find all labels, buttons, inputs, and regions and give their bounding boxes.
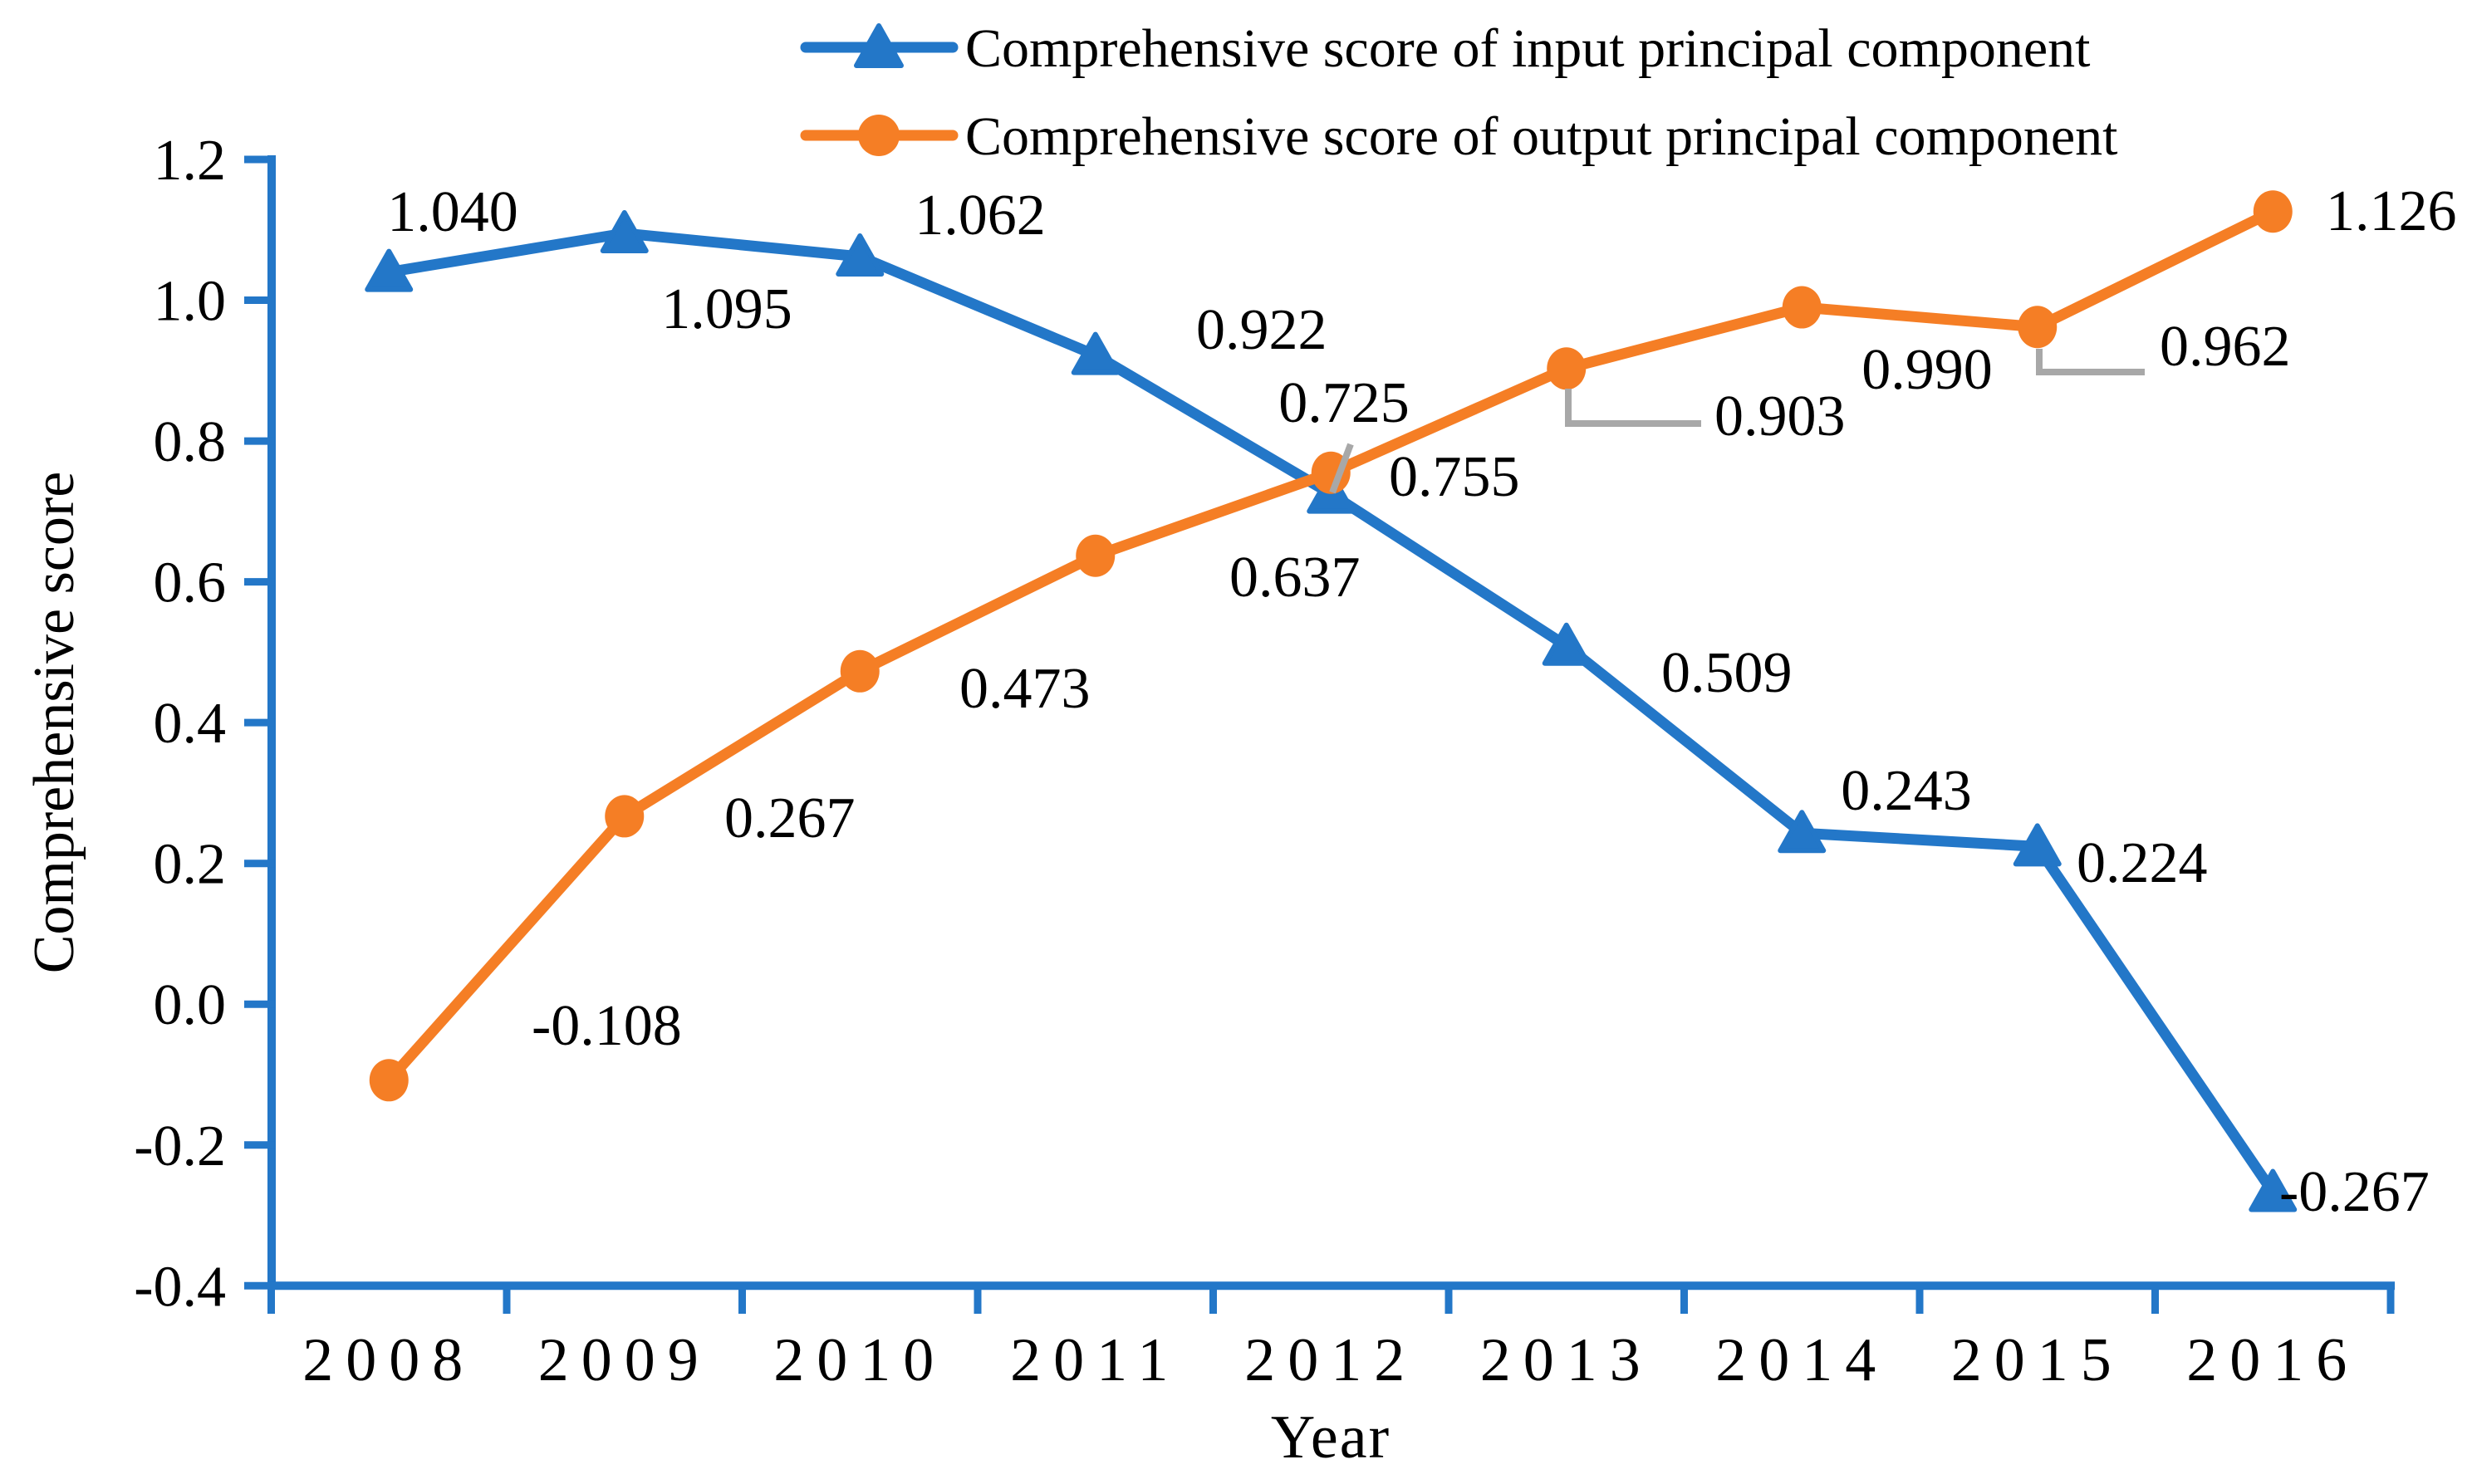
x-tick-label: 2015 xyxy=(1951,1326,2124,1394)
y-tick-label: -0.4 xyxy=(134,1255,226,1319)
data-point-marker-circle xyxy=(1547,347,1587,390)
leader-line xyxy=(1565,389,1701,427)
y-tick-label: 0.8 xyxy=(154,410,227,474)
data-label: 1.126 xyxy=(2326,179,2457,243)
y-tick-label: 0.0 xyxy=(154,973,227,1037)
data-label: 0.903 xyxy=(1714,384,1846,448)
x-tick-label: 2016 xyxy=(2186,1326,2359,1394)
data-point-marker-triangle xyxy=(2249,1168,2298,1212)
axes: 1.2 1.0 0.8 0.6 0.4 0.2 0.0 -0.2 -0.4 2008 2009 201… xyxy=(134,129,2395,1394)
x-tick-label: 2013 xyxy=(1480,1326,1653,1394)
leader-line xyxy=(1329,443,1354,494)
data-label: 0.962 xyxy=(2160,315,2291,379)
plot-area xyxy=(365,190,2298,1212)
legend-item-output: Comprehensive score of output principal … xyxy=(800,106,2117,167)
data-point-marker-circle xyxy=(1076,534,1116,577)
x-tick-label: 2011 xyxy=(1010,1326,1180,1394)
y-tick-label: 1.2 xyxy=(154,129,227,193)
data-point-marker-circle xyxy=(840,649,880,693)
legend-triangle-marker-icon xyxy=(854,23,904,68)
data-label: 0.755 xyxy=(1389,445,1520,509)
data-labels: 1.040 1.095 1.062 0.922 0.725 0.509 0.243 0.224… xyxy=(387,179,2456,1224)
data-point-marker-circle xyxy=(2018,306,2058,349)
legend: Comprehensive score of input principal c… xyxy=(800,18,2117,167)
data-point-marker-circle xyxy=(2253,190,2293,233)
data-label: 0.224 xyxy=(2077,831,2208,895)
x-tick-label: 2009 xyxy=(538,1326,711,1394)
data-label: 1.062 xyxy=(915,184,1046,247)
label-leader-lines xyxy=(1329,349,2145,494)
y-tick-label: 0.4 xyxy=(154,692,227,756)
data-point-marker-circle xyxy=(605,795,645,838)
data-point-marker-triangle xyxy=(1071,331,1120,375)
data-label: 1.095 xyxy=(661,277,792,341)
data-label: -0.108 xyxy=(532,994,682,1058)
leader-line xyxy=(2036,349,2145,375)
data-point-marker-triangle xyxy=(600,210,649,254)
data-label: 0.922 xyxy=(1196,298,1327,362)
data-label: 0.243 xyxy=(1841,759,1972,823)
data-label: 0.637 xyxy=(1229,546,1361,610)
data-point-marker-triangle xyxy=(1542,622,1591,666)
data-point-marker-triangle xyxy=(836,233,885,277)
data-point-marker-triangle xyxy=(2013,823,2062,867)
x-tick-label: 2008 xyxy=(302,1326,475,1394)
data-point-marker-triangle xyxy=(1778,810,1827,854)
x-tick-label: 2010 xyxy=(773,1326,946,1394)
y-tick-label: 0.2 xyxy=(154,833,227,897)
data-label: 0.990 xyxy=(1861,338,1993,402)
data-label: -0.267 xyxy=(2279,1160,2430,1224)
data-point-marker-circle xyxy=(1782,286,1822,329)
data-label: 0.267 xyxy=(724,786,856,850)
data-label: 0.725 xyxy=(1278,371,1410,435)
legend-label-output: Comprehensive score of output principal … xyxy=(965,106,2117,167)
data-label: 0.473 xyxy=(959,657,1091,721)
legend-circle-marker-icon xyxy=(858,115,900,156)
data-point-marker-triangle xyxy=(365,248,414,292)
x-axis-title: Year xyxy=(1271,1403,1391,1472)
data-label: 0.509 xyxy=(1661,641,1793,705)
legend-item-input: Comprehensive score of input principal c… xyxy=(800,18,2090,79)
y-axis-title: Comprehensive score xyxy=(22,472,86,974)
y-tick-label: 1.0 xyxy=(154,270,227,334)
x-tick-label: 2014 xyxy=(1715,1326,1888,1394)
y-tick-label: 0.6 xyxy=(154,551,227,615)
x-tick-label: 2012 xyxy=(1244,1326,1417,1394)
legend-label-input: Comprehensive score of input principal c… xyxy=(965,18,2090,79)
data-point-marker-circle xyxy=(369,1059,409,1102)
y-tick-label: -0.2 xyxy=(134,1114,226,1178)
data-label: 1.040 xyxy=(387,180,518,244)
